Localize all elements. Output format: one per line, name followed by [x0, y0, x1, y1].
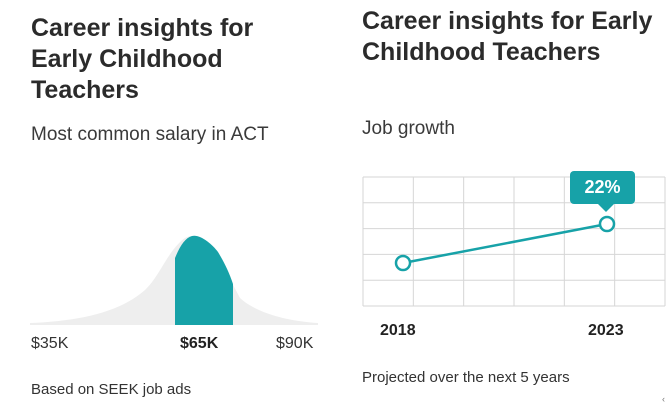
salary-distribution-curve: [30, 236, 318, 325]
salary-panel: Career insights for Early Childhood Teac…: [30, 14, 318, 398]
salary-distribution-chart: [30, 235, 318, 325]
growth-badge-pointer: [598, 204, 614, 212]
job-growth-chart: [362, 176, 666, 307]
growth-panel: Career insights for Early Childhood Teac…: [340, 0, 670, 414]
salary-tick-low: $35K: [31, 335, 69, 352]
growth-panel-title: Career insights for Early Childhood Teac…: [362, 7, 653, 66]
salary-panel-subtitle: Most common salary in ACT: [31, 124, 269, 145]
salary-tick-most-common: $65K: [180, 335, 219, 352]
year-label-start: 2018: [380, 322, 416, 339]
growth-series-line: [402, 222, 608, 265]
growth-point-2018: [394, 254, 412, 272]
growth-badge: 22%: [570, 171, 635, 204]
salary-tick-high: $90K: [276, 335, 314, 352]
growth-panel-subtitle: Job growth: [362, 118, 455, 139]
growth-point-2023: [598, 215, 616, 233]
corner-mark: ‹: [662, 394, 665, 404]
growth-panel-footnote: Projected over the next 5 years: [362, 369, 570, 386]
salary-panel-footnote: Based on SEEK job ads: [31, 381, 192, 398]
salary-panel-title: Career insights for Early Childhood Teac…: [31, 14, 254, 104]
year-label-end: 2023: [588, 322, 624, 339]
salary-highlight-band: [175, 235, 233, 325]
